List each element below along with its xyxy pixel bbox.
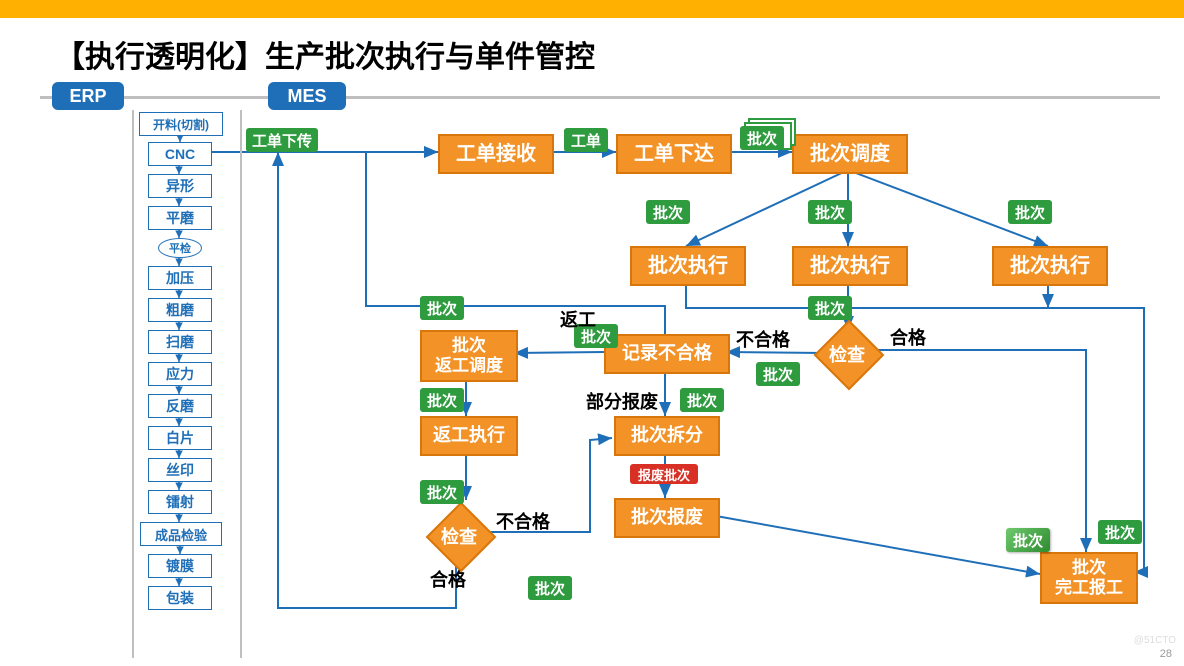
- process-node-rework-exec: 返工执行: [420, 416, 518, 456]
- decision-check-2: [426, 502, 497, 573]
- flow-tag: 批次: [1008, 200, 1052, 224]
- process-node-batch-sched: 批次调度: [792, 134, 908, 174]
- process-node-batch-exec-3: 批次执行: [992, 246, 1108, 286]
- erp-step: 镭射: [148, 490, 212, 514]
- flow-tag: 批次: [646, 200, 690, 224]
- flow-tag: 批次: [420, 296, 464, 320]
- page-number: 28: [1160, 648, 1172, 660]
- flow-tag: 工单: [564, 128, 608, 152]
- flow-tag: 报废批次: [630, 464, 698, 484]
- erp-step: 粗磨: [148, 298, 212, 322]
- erp-step: 加压: [148, 266, 212, 290]
- edge-label: 部分报废: [586, 388, 658, 414]
- process-node-record-ng: 记录不合格: [604, 334, 730, 374]
- process-node-batch-finish: 批次 完工报工: [1040, 552, 1138, 604]
- flow-tag: 批次: [1098, 520, 1142, 544]
- erp-step: 镀膜: [148, 554, 212, 578]
- erp-step: 丝印: [148, 458, 212, 482]
- system-label-erp: ERP: [52, 82, 124, 110]
- erp-step: 平检: [158, 238, 202, 258]
- flow-tag: 批次: [756, 362, 800, 386]
- process-node-rework-sched: 批次 返工调度: [420, 330, 518, 382]
- lane-divider: [132, 110, 134, 658]
- header-divider: [40, 96, 1160, 99]
- erp-step: CNC: [148, 142, 212, 166]
- flow-tag: 批次: [420, 388, 464, 412]
- flow-tag: 批次: [808, 200, 852, 224]
- erp-step: 成品检验: [140, 522, 222, 546]
- erp-step: 平磨: [148, 206, 212, 230]
- process-node-batch-split: 批次拆分: [614, 416, 720, 456]
- lane-divider: [240, 110, 242, 658]
- process-node-wo-recv: 工单接收: [438, 134, 554, 174]
- erp-step: 反磨: [148, 394, 212, 418]
- process-node-batch-exec-2: 批次执行: [792, 246, 908, 286]
- erp-step: 包装: [148, 586, 212, 610]
- erp-step: 异形: [148, 174, 212, 198]
- edge-label: 返工: [560, 306, 596, 332]
- flow-tag: 批次: [808, 296, 852, 320]
- system-label-mes: MES: [268, 82, 346, 110]
- flow-tag: 批次: [740, 126, 784, 150]
- top-accent-bar: [0, 0, 1184, 18]
- edge-label: 不合格: [496, 508, 550, 534]
- erp-step: 应力: [148, 362, 212, 386]
- edge-label: 不合格: [736, 326, 790, 352]
- erp-step: 开料(切割): [139, 112, 223, 136]
- erp-step: 白片: [148, 426, 212, 450]
- page-title: 【执行透明化】生产批次执行与单件管控: [55, 32, 595, 76]
- flow-tag: 批次: [1006, 528, 1050, 552]
- flow-tag: 工单下传: [246, 128, 318, 152]
- watermark: @51CTO: [1134, 635, 1176, 646]
- edge-label: 合格: [890, 324, 926, 350]
- erp-step: 扫磨: [148, 330, 212, 354]
- flow-tag: 批次: [420, 480, 464, 504]
- process-node-batch-scrap: 批次报废: [614, 498, 720, 538]
- edge-label: 合格: [430, 566, 466, 592]
- flow-tag: 批次: [528, 576, 572, 600]
- process-node-batch-exec-1: 批次执行: [630, 246, 746, 286]
- decision-check-1: [814, 320, 885, 391]
- flow-tag: 批次: [680, 388, 724, 412]
- process-node-wo-issue: 工单下达: [616, 134, 732, 174]
